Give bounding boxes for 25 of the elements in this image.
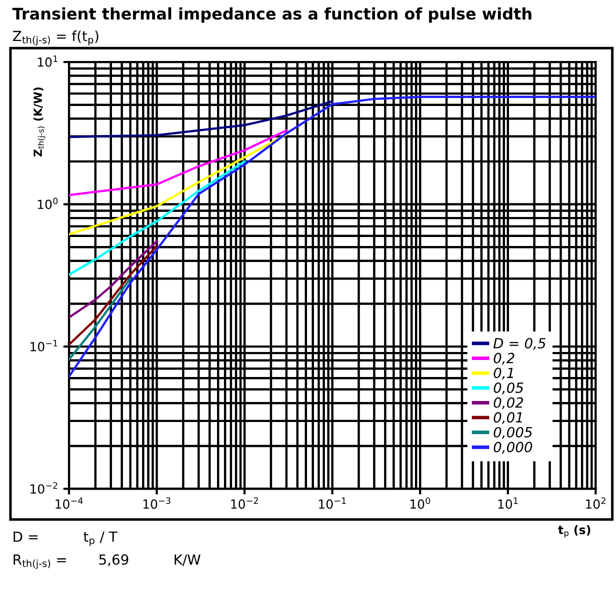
x-tick-label: 10$^{−2}$ bbox=[231, 497, 258, 509]
y-tick-label: 10$^{0}$ bbox=[38, 198, 58, 210]
x-tick-label: 10$^{−3}$ bbox=[143, 497, 170, 509]
x-tick-label: 10$^{1}$ bbox=[498, 497, 518, 509]
x-tick-label: 10$^{2}$ bbox=[586, 497, 606, 509]
x-axis-title: t$_{p}$ (s) bbox=[558, 525, 590, 538]
legend-label: 0,1 bbox=[494, 368, 514, 380]
legend-label: 0,005 bbox=[494, 426, 532, 439]
text: D = t$_{p}$ / T bbox=[14, 532, 118, 546]
x-tick-label: 10$^{0}$ bbox=[410, 497, 430, 509]
x-tick-label: 10$^{−4}$ bbox=[56, 497, 83, 509]
y-tick-label: 10$^{1}$ bbox=[38, 56, 58, 67]
chart-title: Transient thermal impedance as a function of pulse width bbox=[12, 7, 532, 23]
legend-label: D = 0,5 bbox=[493, 338, 546, 350]
legend-label: 0,01 bbox=[494, 412, 522, 424]
y-tick-label: 10$^{−2}$ bbox=[30, 482, 58, 494]
y-tick-label: 10$^{−1}$ bbox=[30, 340, 58, 352]
legend-label: 0,02 bbox=[494, 397, 524, 410]
text: R$_{th(j-s)}$ = 5,69 K/W bbox=[14, 554, 200, 569]
chart-subtitle: Z$_{th(j-s)}$ = f(t$_{p}$) bbox=[12, 30, 98, 46]
legend-label: 0,2 bbox=[494, 352, 514, 365]
legend-label: 0,000 bbox=[494, 442, 532, 454]
y-axis-title: Z$_{th(j-s)}$ (K/W) bbox=[33, 88, 46, 157]
x-tick-label: 10$^{−1}$ bbox=[319, 497, 346, 509]
legend-label: 0,05 bbox=[494, 382, 524, 394]
